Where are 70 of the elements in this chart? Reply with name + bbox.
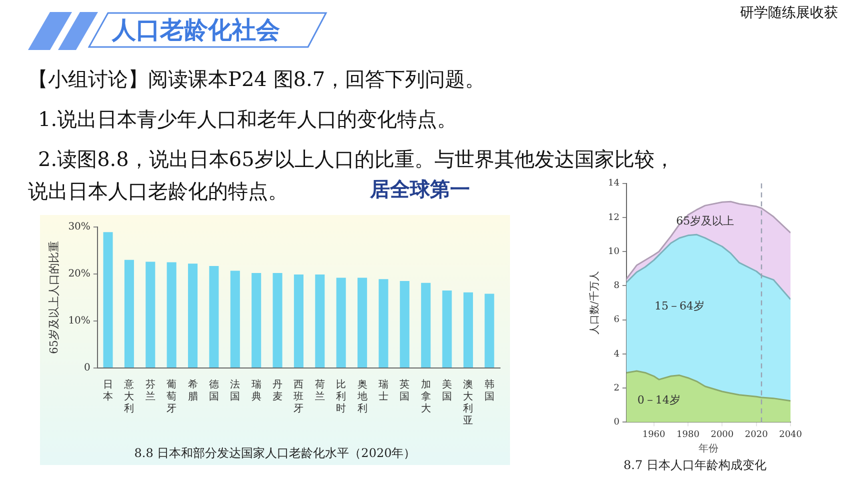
x-tick-label: 加拿大: [420, 378, 431, 415]
text: 1.说出日本青少年人口和老年人口的变化特点。: [38, 106, 458, 133]
y-tick-label: 8: [614, 281, 620, 292]
y-tick-label: 10: [608, 246, 620, 257]
y-tick-label: 4: [614, 349, 620, 360]
x-tick-label: 荷兰: [314, 378, 325, 403]
text: 人口老龄化社会: [112, 15, 280, 46]
y-tick-label: 20%: [68, 268, 90, 280]
x-tick-label: 2000: [710, 430, 734, 440]
x-tick-label: 英国: [400, 378, 410, 403]
bar: [442, 290, 452, 368]
x-tick-label: 2020: [744, 430, 768, 440]
series-label: 0－14岁: [637, 394, 680, 407]
x-tick-label: 西班牙: [294, 380, 304, 415]
bar: [146, 262, 156, 368]
bar: [124, 260, 134, 368]
x-tick-label: 2040: [779, 430, 802, 440]
x-tick-label: 韩国: [484, 378, 494, 403]
bar: [209, 266, 219, 368]
x-tick-label: 葡萄牙: [166, 378, 177, 415]
y-tick-label: 12: [608, 212, 620, 223]
bar: [166, 262, 176, 368]
y-axis-title: 人口数/千万人: [588, 271, 601, 334]
x-tick-label: 美国: [442, 378, 452, 403]
text: 【小组讨论】阅读课本P24 图8.7，回答下列问题。: [28, 66, 486, 93]
y-tick-label: 30%: [68, 222, 90, 233]
bar: [336, 278, 346, 368]
bar: [230, 270, 240, 368]
bar: [315, 274, 325, 368]
x-tick-label: 丹麦: [272, 380, 283, 403]
x-tick-label: 日本: [103, 380, 114, 403]
bar: [294, 274, 304, 368]
bar: [252, 273, 262, 368]
bar: [463, 292, 473, 368]
y-tick-label: 0: [84, 362, 90, 374]
x-tick-label: 1980: [676, 430, 700, 440]
text: 居全球第一: [370, 176, 470, 203]
x-tick-label: 奥地利: [356, 378, 368, 415]
text: 说出日本人口老龄化的特点。: [28, 178, 288, 205]
series-label: 65岁及以上: [676, 214, 734, 228]
text: 8.8 日本和部分发达国家人口老龄化水平（2020年）: [133, 445, 417, 462]
y-tick-label: 2: [614, 383, 620, 394]
series-label: 15－64岁: [654, 299, 704, 312]
bar: [400, 281, 410, 368]
x-tick-label: 瑞士: [378, 378, 388, 403]
y-tick-label: 0: [614, 418, 620, 428]
x-tick-label: 比利时: [336, 378, 346, 415]
bar: [272, 273, 282, 368]
y-tick-label: 14: [608, 178, 620, 189]
x-axis-title: 年份: [698, 442, 718, 455]
x-tick-label: 意大利: [123, 378, 134, 415]
y-axis-title: 65岁及以上人口的比重: [47, 241, 60, 354]
bar: [188, 264, 198, 368]
x-tick-label: 希腊: [188, 378, 198, 403]
x-tick-label: 法国: [230, 378, 240, 403]
x-tick-label: 澳大利亚: [463, 378, 474, 427]
text: 研学随练展收获: [740, 4, 838, 22]
y-tick-label: 6: [614, 315, 620, 326]
x-tick-label: 德国: [208, 380, 219, 403]
bar: [358, 278, 368, 368]
bar: [484, 294, 494, 368]
x-tick-label: 瑞典: [251, 378, 262, 403]
text: 8.7 日本人口年龄构成变化: [622, 457, 768, 474]
bar: [103, 232, 113, 368]
text: 2.读图8.8，说出日本65岁以上人口的比重。与世界其他发达国家比较，: [38, 146, 674, 173]
bar: [378, 279, 388, 368]
x-tick-label: 芬兰: [145, 378, 156, 403]
bar: [421, 282, 431, 368]
y-tick-label: 10%: [68, 316, 90, 327]
x-tick-label: 1960: [642, 430, 666, 440]
